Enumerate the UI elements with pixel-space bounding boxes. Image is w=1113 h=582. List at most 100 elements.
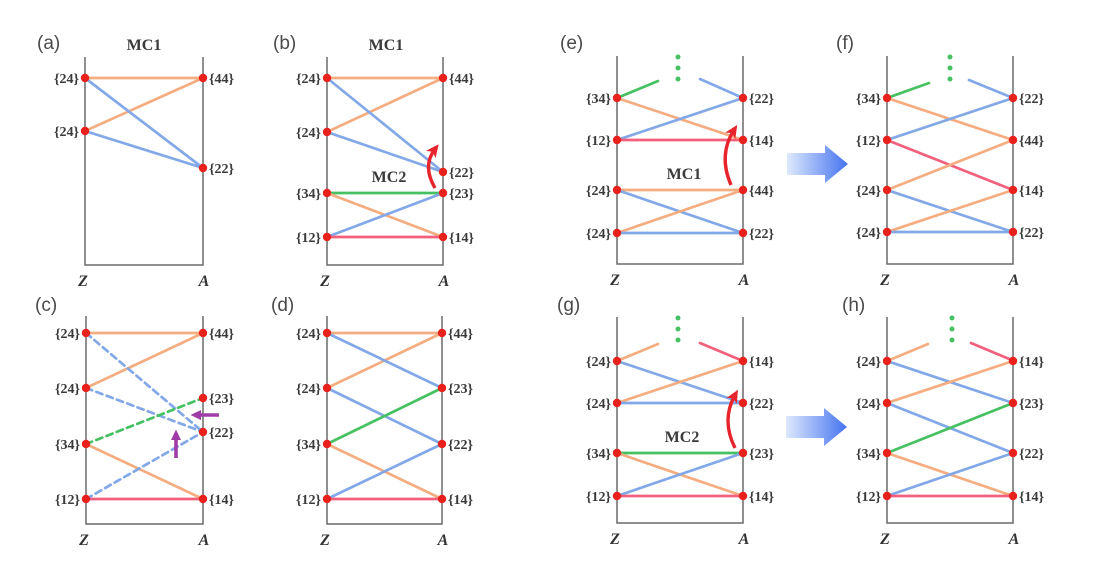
panel-f-right-node-label: {44} bbox=[1019, 134, 1045, 149]
panel-c: {24} {24} {34} {12} {44} {23} {22} {14} (c) Z A bbox=[35, 295, 235, 549]
panel-e-left-node-dot bbox=[612, 93, 622, 103]
panel-g-ellipsis-dot bbox=[675, 315, 681, 321]
panel-h-right-node-label: {14} bbox=[1019, 490, 1045, 505]
panel-d-edge-blue-2 bbox=[325, 331, 444, 390]
panel-g-partial-edge-orange bbox=[615, 342, 660, 363]
panel-f-partial-edge-green bbox=[885, 81, 931, 100]
panel-e-partial-edge-blue bbox=[698, 77, 745, 100]
panel-d-right-node-label: {23} bbox=[448, 382, 474, 397]
panel-g-right-node-dot bbox=[738, 448, 748, 458]
panel-e-left-node-label: {34} bbox=[586, 92, 612, 107]
panel-e-partial-edge-green bbox=[615, 79, 660, 100]
panel-f-frame bbox=[886, 56, 1014, 265]
panel-g-right-node-label: {14} bbox=[749, 490, 775, 505]
panel-d-right-node-dot bbox=[437, 383, 447, 393]
panel-a-mc-label: MC1 bbox=[127, 37, 162, 54]
panel-c-axis-label-right: A bbox=[198, 532, 210, 549]
panel-e: {34} {12} {24} {24} {22} {14} {44} {22} MC1 (e) Z A bbox=[560, 33, 775, 289]
panel-c-right-node-dot bbox=[198, 328, 208, 338]
panel-a-edge-blue-2 bbox=[83, 76, 205, 170]
panel-b-left-node-dot bbox=[322, 73, 332, 83]
panel-h-edge-green-3 bbox=[885, 401, 1015, 455]
panel-f-axis-label-left: Z bbox=[879, 272, 890, 289]
panel-h-letter: (h) bbox=[842, 295, 865, 316]
panel-g-right-node-label: {23} bbox=[749, 447, 775, 462]
panel-b-swap-arrow-icon bbox=[425, 144, 439, 189]
panel-f-left-node-dot bbox=[882, 227, 892, 237]
panel-g-left-node-label: {24} bbox=[586, 355, 612, 370]
panel-f-ellipsis-dot bbox=[947, 54, 953, 60]
panel-h-left-node-label: {12} bbox=[856, 490, 882, 505]
panel-d-edge-blue-6 bbox=[325, 442, 444, 501]
panel-g: {24} {24} {34} {12} {14} {22} {23} {14} MC2 (g) Z A bbox=[557, 295, 775, 548]
panel-c-right-node-dot bbox=[198, 427, 208, 437]
panel-f-left-node-label: {24} bbox=[856, 184, 882, 199]
panel-c-edge-orange-1 bbox=[84, 331, 205, 390]
panel-b-right-node-dot bbox=[438, 188, 448, 198]
panel-e-right-node-dot bbox=[738, 93, 748, 103]
panel-h-right-node-label: {22} bbox=[1019, 447, 1045, 462]
panel-b-left-node-label: {34} bbox=[296, 187, 322, 202]
panel-d-axis-label-left: Z bbox=[319, 532, 330, 549]
panel-e-edge-blue-1 bbox=[615, 96, 745, 142]
panel-g-swap-arrow-icon bbox=[726, 389, 738, 449]
panel-c-left-node-label: {24} bbox=[55, 327, 81, 342]
panel-h-left-node-dot bbox=[882, 398, 892, 408]
panel-a-right-node-dot bbox=[198, 73, 208, 83]
panel-a-letter: (a) bbox=[37, 33, 60, 54]
panel-f-left-node-dot bbox=[882, 93, 892, 103]
panel-f-edge-blue-1 bbox=[885, 96, 1015, 142]
panel-e-left-node-label: {12} bbox=[586, 134, 612, 149]
panel-g-left-node-label: {34} bbox=[586, 447, 612, 462]
panel-h-edge-orange-1 bbox=[885, 359, 1015, 405]
panel-d-letter: (d) bbox=[271, 295, 294, 316]
panel-g-right-node-dot bbox=[738, 398, 748, 408]
panel-f-left-node-label: {24} bbox=[856, 226, 882, 241]
panel-h-right-node-dot bbox=[1008, 356, 1018, 366]
panel-b: {24} {24} {34} {12} {44} {22} {23} {14} MC1 MC2 (b… bbox=[273, 33, 475, 290]
panel-g-edge-blue-5 bbox=[615, 451, 745, 498]
panel-f-ellipsis-dot bbox=[947, 65, 953, 71]
panel-c-right-node-dot bbox=[198, 494, 208, 504]
panel-f-right-node-dot bbox=[1008, 185, 1018, 195]
panel-h-right-node-label: {14} bbox=[1019, 355, 1045, 370]
panel-h-axis-label-left: Z bbox=[879, 531, 890, 548]
panel-e-right-node-label: {22} bbox=[749, 92, 775, 107]
panel-g-frame bbox=[616, 317, 744, 524]
panel-e-right-node-dot bbox=[738, 135, 748, 145]
panel-h-ellipsis-dot bbox=[949, 337, 955, 343]
panel-f-left-node-dot bbox=[882, 185, 892, 195]
panel-e-ellipsis-dot bbox=[675, 76, 681, 82]
panel-h-frame bbox=[886, 317, 1014, 524]
panel-b-left-node-label: {24} bbox=[296, 126, 322, 141]
panel-f-left-node-dot bbox=[882, 135, 892, 145]
panel-e-right-node-dot bbox=[738, 228, 748, 238]
panel-d-left-node-dot bbox=[322, 494, 332, 504]
panel-c-edge-orange-2 bbox=[84, 442, 205, 501]
panel-g-letter: (g) bbox=[557, 295, 580, 316]
panel-h-ellipsis-dot bbox=[949, 326, 955, 332]
panel-b-frame bbox=[326, 57, 444, 266]
panel-d-left-node-label: {24} bbox=[296, 382, 322, 397]
panel-f-letter: (f) bbox=[836, 33, 854, 54]
panel-f-right-node-dot bbox=[1008, 93, 1018, 103]
panel-e-ellipsis-dot bbox=[675, 65, 681, 71]
panel-h-right-node-label: {23} bbox=[1019, 397, 1045, 412]
panel-f-ellipsis-dot bbox=[947, 76, 953, 82]
panel-e-right-node-label: {22} bbox=[749, 227, 775, 242]
panel-g-left-node-dot bbox=[612, 448, 622, 458]
panel-b-right-node-label: {14} bbox=[449, 231, 475, 246]
panel-g-axis-label-left: Z bbox=[609, 531, 620, 548]
panel-d-frame bbox=[326, 316, 443, 525]
panel-a-edge-orange-1 bbox=[83, 76, 205, 133]
panel-g-left-node-dot bbox=[612, 491, 622, 501]
panel-b-left-node-dot bbox=[322, 232, 332, 242]
panel-e-mc-label: MC1 bbox=[667, 166, 702, 183]
panel-d-left-node-dot bbox=[322, 328, 332, 338]
panel-h-partial-edge-orange bbox=[885, 342, 930, 363]
panel-c-frame bbox=[85, 316, 204, 525]
panel-e-right-node-label: {44} bbox=[749, 184, 775, 199]
panel-g-right-node-dot bbox=[738, 491, 748, 501]
panel-f: {34} {12} {24} {24} {22} {44} {14} {22} (f) Z A bbox=[836, 33, 1045, 289]
panel-f-right-node-dot bbox=[1008, 135, 1018, 145]
